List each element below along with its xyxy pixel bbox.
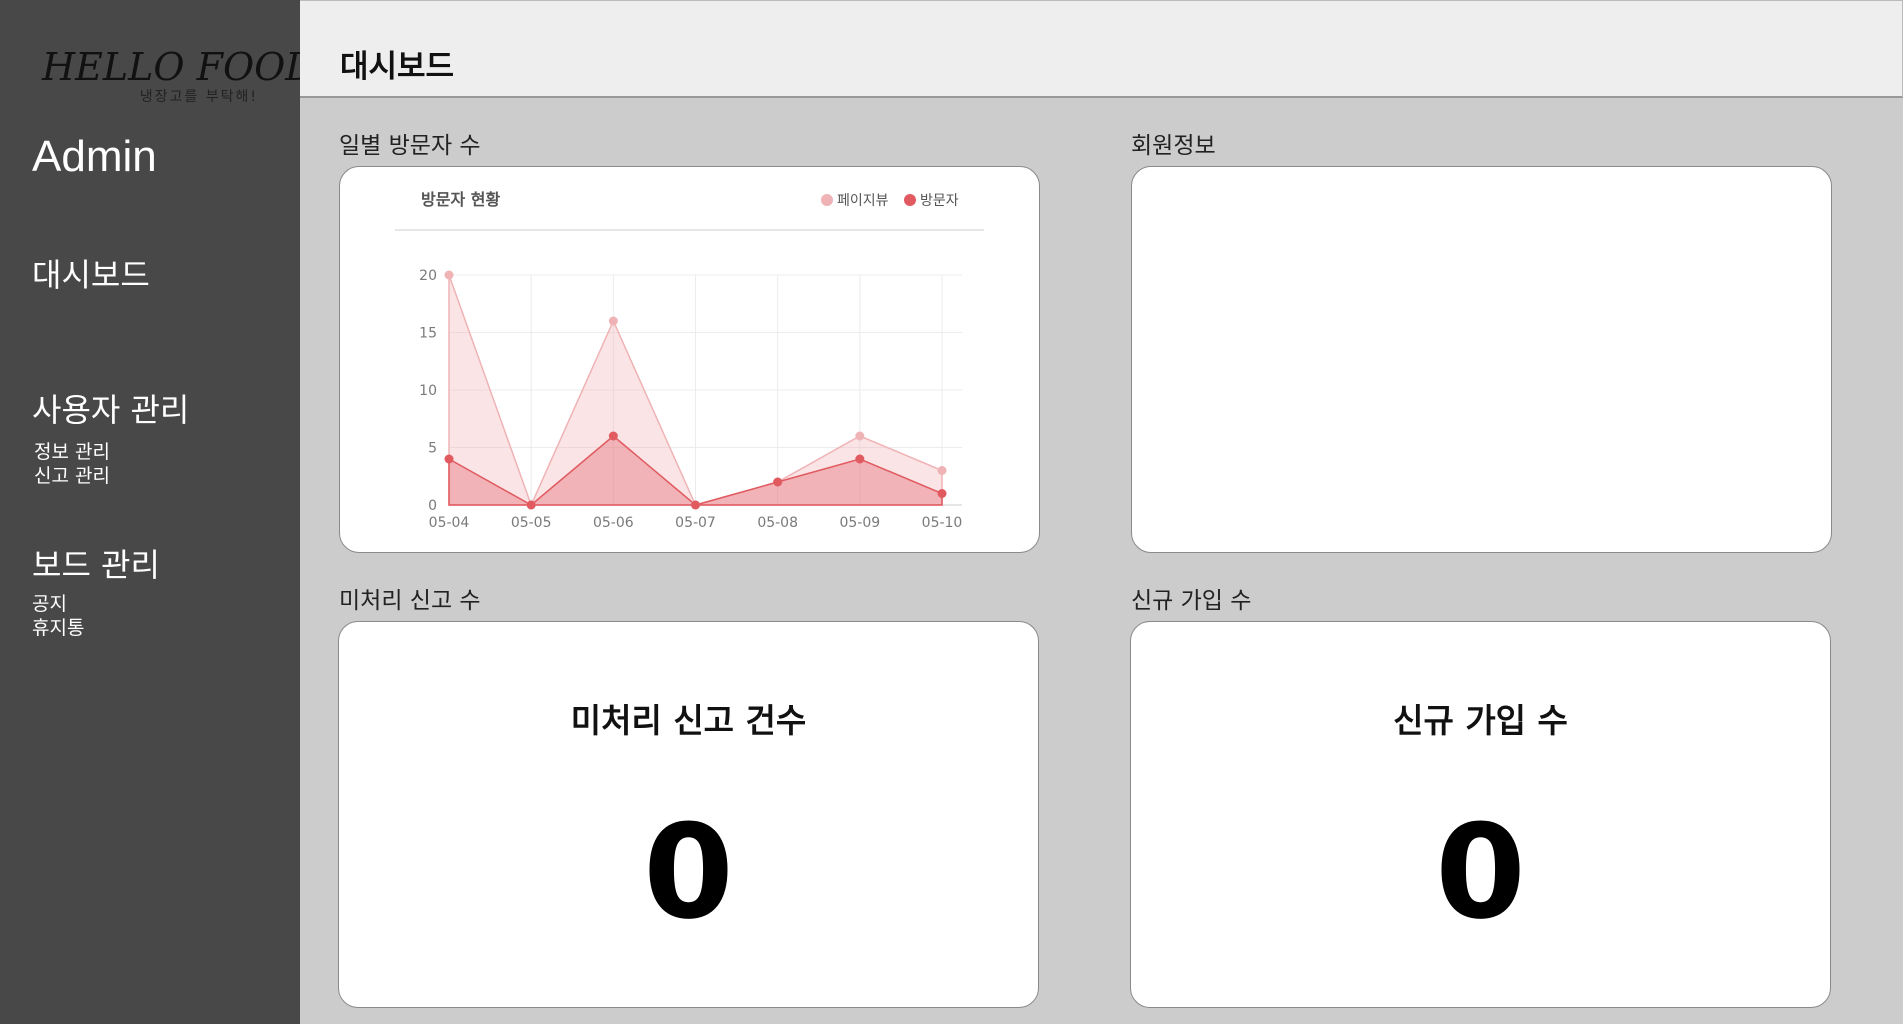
nav-info-management[interactable]: 정보 관리 [34,441,110,463]
data-point-visitors[interactable] [691,500,700,510]
chart-title: 방문자 현황 [421,190,500,209]
data-point-visitors[interactable] [526,500,536,510]
data-point-visitors[interactable] [608,431,618,441]
section-label-reports: 미처리 신고 수 [339,588,481,614]
admin-label: Admin [32,132,157,181]
reports-count: 0 [643,796,734,948]
nav-notice[interactable]: 공지 [32,593,67,615]
nav-dashboard[interactable]: 대시보드 [32,256,150,294]
section-label-members: 회원정보 [1131,133,1216,159]
data-point-visitors[interactable] [444,454,454,464]
data-point-visitors[interactable] [937,489,947,498]
nav-board-submenu: 공지 휴지통 [32,592,84,640]
nav-user-management[interactable]: 사용자 관리 [32,391,190,429]
header: 대시보드 [300,0,1903,98]
sidebar: HELLO FOOD 냉장고를 부탁해! Admin 대시보드 사용자 관리 정… [0,0,316,1024]
logo-subtitle: 냉장고를 부탁해! [139,89,258,105]
data-point-pageviews[interactable] [444,270,454,280]
new-signups-card: 신규 가입 수 0 [1130,621,1831,1008]
data-point-pageviews[interactable] [608,316,618,326]
x-tick-label: 05-08 [757,515,798,531]
signups-title: 신규 가입 수 [1393,701,1568,740]
logo[interactable]: HELLO FOOD 냉장고를 부탁해! [42,45,316,108]
unprocessed-reports-card: 미처리 신고 건수 0 [338,621,1039,1008]
y-tick-label: 0 [428,498,437,514]
x-tick-label: 05-06 [593,515,634,531]
legend-swatch [821,194,833,206]
legend-label: 페이지뷰 [837,193,889,209]
x-tick-label: 05-10 [922,515,963,531]
data-point-pageviews[interactable] [937,466,947,475]
x-tick-label: 05-04 [429,515,470,531]
y-tick-label: 10 [419,383,437,399]
y-tick-label: 15 [419,326,437,342]
x-tick-label: 05-05 [511,515,552,531]
visitor-chart: 방문자 현황 페이지뷰 방문자 0 5 10 15 20 05-04 05-05 05-06 05… [395,190,984,531]
page-title: 대시보드 [340,49,455,85]
data-point-pageviews[interactable] [855,431,865,441]
logo-title: HELLO FOOD [42,45,316,89]
x-tick-label: 05-09 [839,515,880,531]
nav-report-management[interactable]: 신고 관리 [34,465,110,487]
nav-user-submenu: 정보 관리 신고 관리 [34,440,110,488]
legend-label: 방문자 [920,193,959,209]
y-tick-label: 5 [428,441,437,457]
visitor-chart-card: 방문자 현황 페이지뷰 방문자 0 5 10 15 20 05-04 05-05 05-06 05… [339,166,1040,553]
reports-title: 미처리 신고 건수 [570,701,807,740]
nav-board-management[interactable]: 보드 관리 [32,546,160,584]
y-tick-label: 20 [419,268,437,284]
x-tick-label: 05-07 [675,515,716,531]
data-point-visitors[interactable] [855,454,865,464]
data-point-visitors[interactable] [773,477,783,487]
nav-trash[interactable]: 휴지통 [32,617,85,639]
legend-swatch [904,194,916,206]
member-info-card [1131,166,1832,553]
section-label-signups: 신규 가입 수 [1131,588,1252,614]
series-area-visitors [448,435,943,506]
section-label-visitors: 일별 방문자 수 [339,133,481,159]
signups-count: 0 [1435,796,1526,948]
